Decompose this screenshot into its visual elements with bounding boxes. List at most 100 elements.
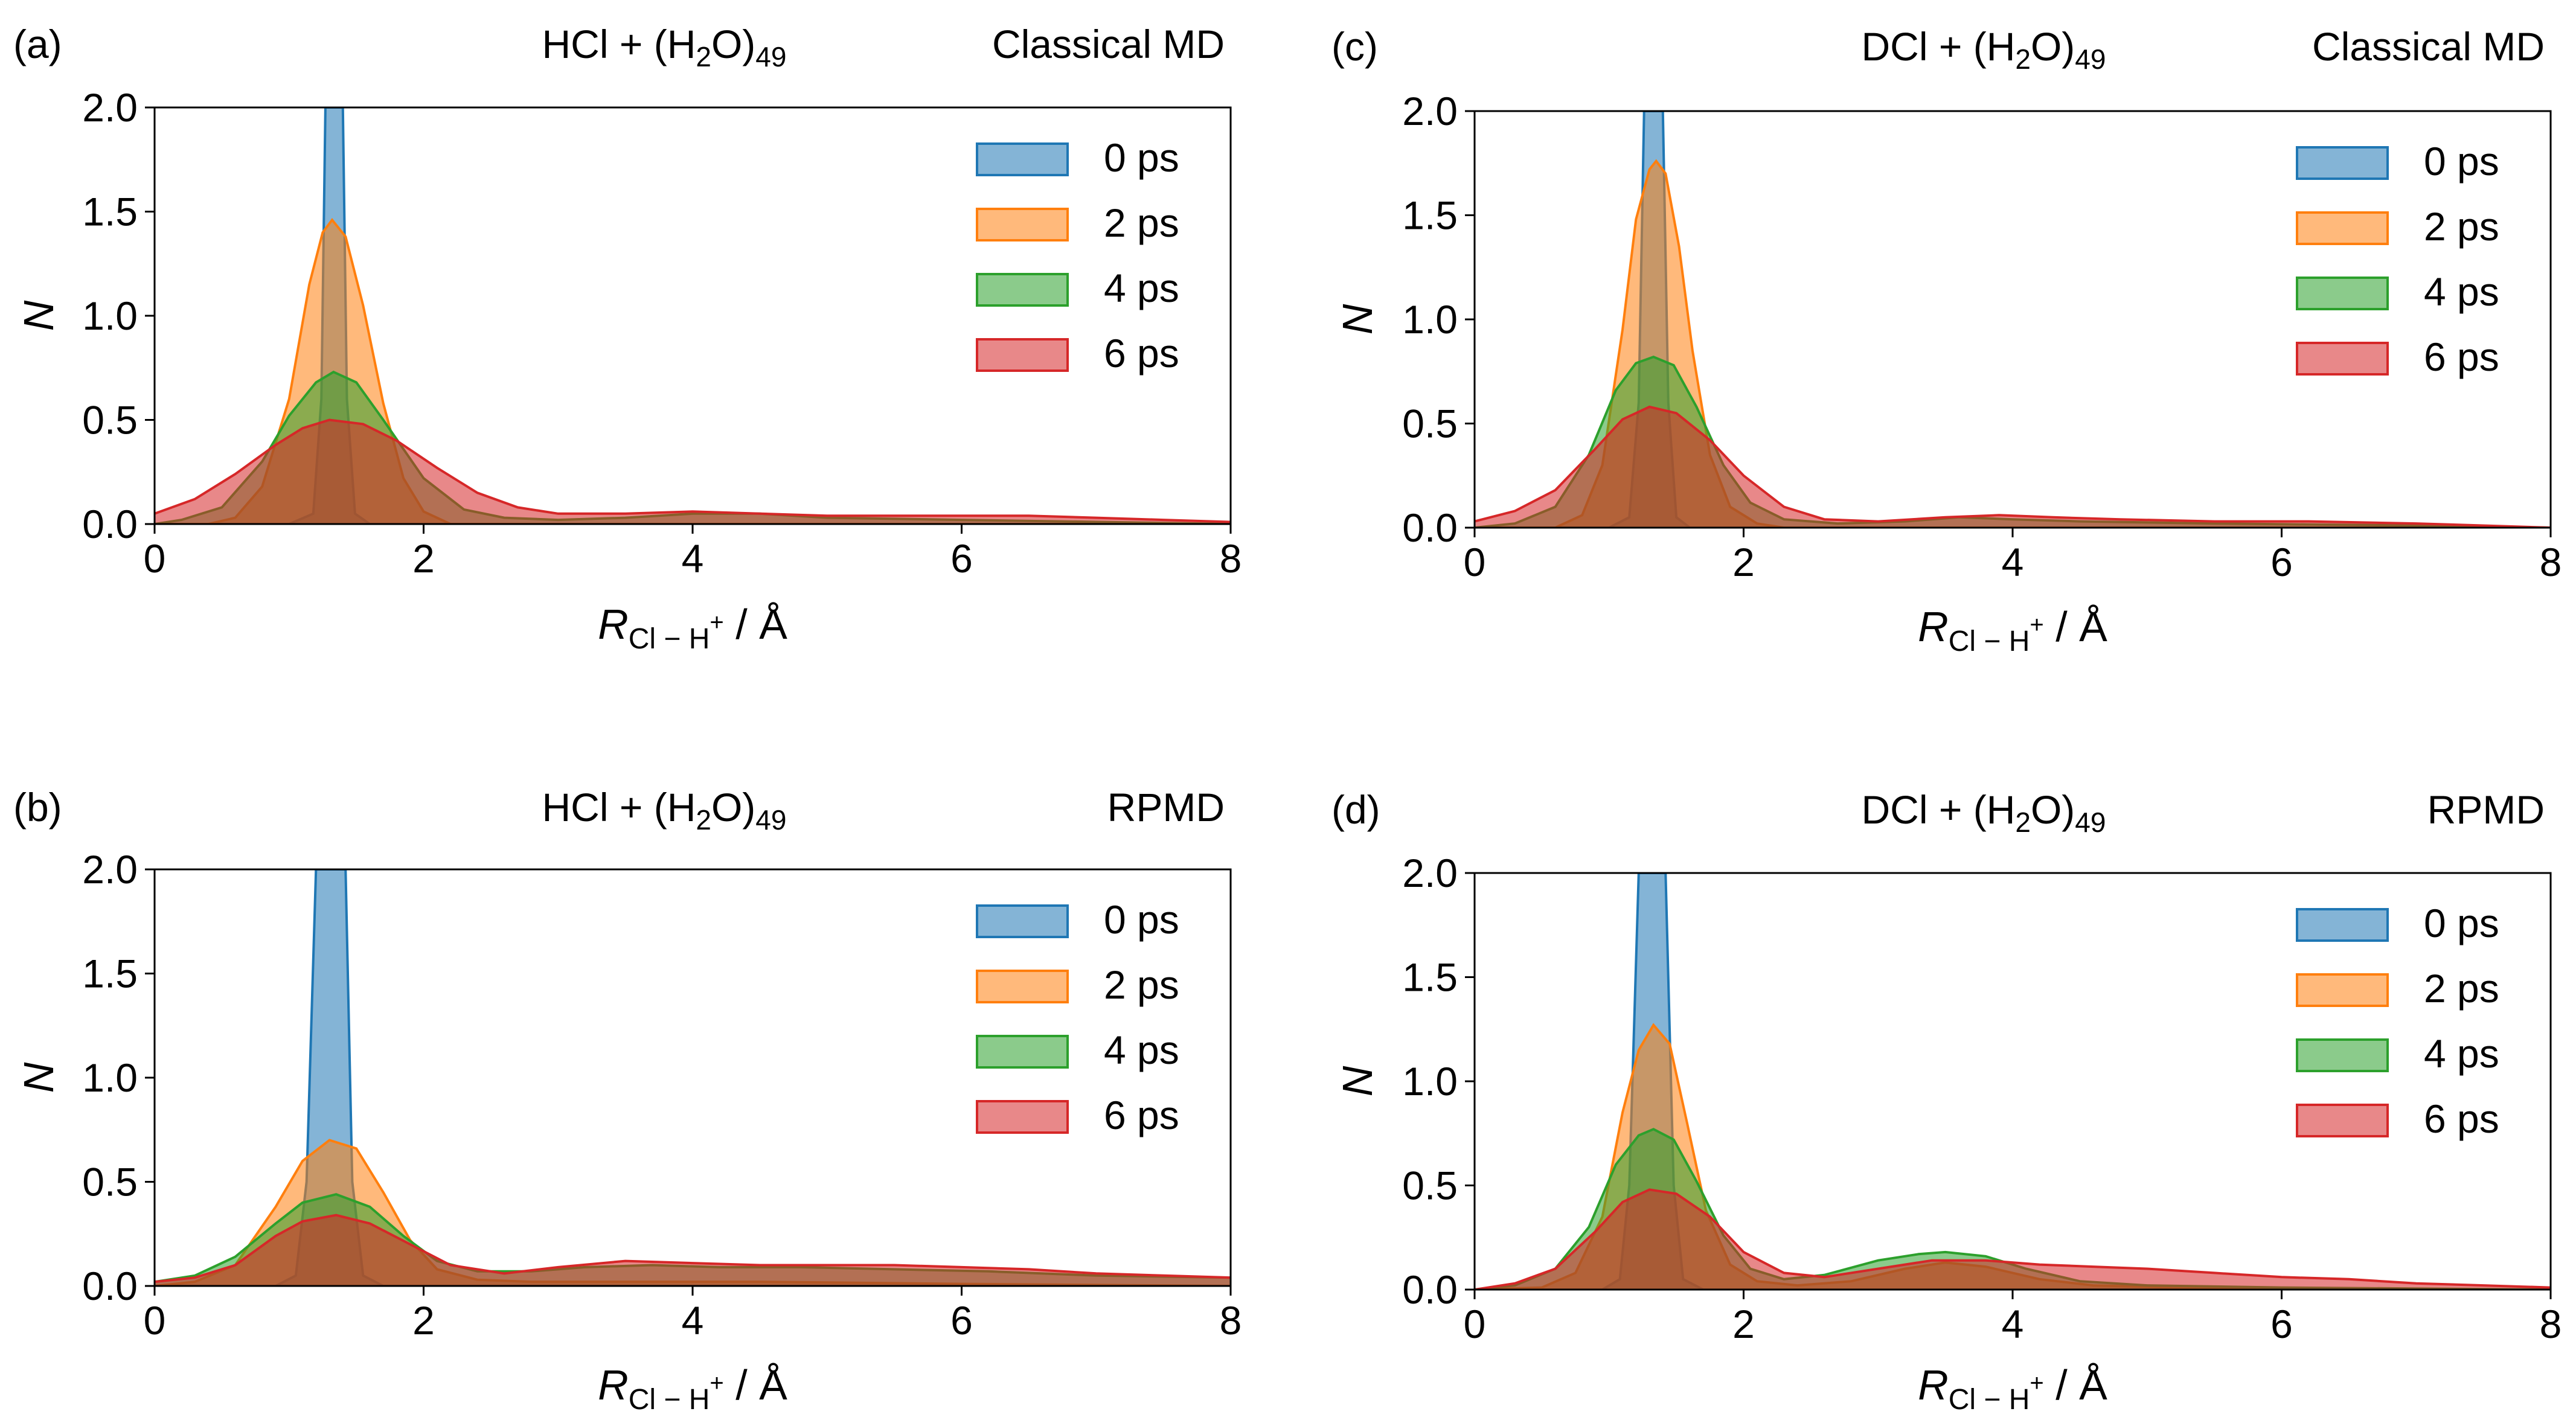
x-axis-label: RCl − H+ / Å xyxy=(1918,1361,2107,1416)
plot-area xyxy=(155,869,1231,1286)
x-tick-label: 0 xyxy=(1464,1302,1486,1346)
series-area-6ps xyxy=(155,1215,1231,1286)
legend-swatch xyxy=(976,970,1069,1003)
y-tick-label: 0.0 xyxy=(82,1264,138,1308)
x-axis-label: RCl − H+ / Å xyxy=(598,601,787,655)
y-tick-label: 1.0 xyxy=(1402,1059,1458,1104)
x-tick-label: 6 xyxy=(2270,1302,2293,1346)
method-title: RPMD xyxy=(1107,785,1225,830)
legend-item: 6 ps xyxy=(976,331,1179,376)
x-tick-label: 8 xyxy=(2540,1302,2562,1346)
legend-item: 2 ps xyxy=(2296,966,2499,1011)
plot-area xyxy=(155,107,1231,524)
y-tick-label: 0.5 xyxy=(82,398,138,443)
x-tick-label: 2 xyxy=(1732,1302,1755,1346)
legend-item: 2 ps xyxy=(976,962,1179,1007)
y-tick-label: 1.0 xyxy=(82,293,138,338)
x-axis-label: RCl − H+ / Å xyxy=(598,1361,787,1416)
legend-label: 4 ps xyxy=(2424,1031,2499,1076)
x-tick-label: 6 xyxy=(950,536,973,581)
legend-label: 6 ps xyxy=(2424,334,2499,379)
y-tick-label: 2.0 xyxy=(82,85,138,130)
x-tick-label: 4 xyxy=(2002,540,2024,584)
x-tick-label: 2 xyxy=(1732,540,1755,584)
legend-label: 6 ps xyxy=(2424,1096,2499,1141)
y-tick-label: 0.5 xyxy=(82,1160,138,1204)
legend-swatch xyxy=(2296,973,2389,1007)
legend-swatch xyxy=(976,338,1069,372)
legend-label: 4 ps xyxy=(2424,269,2499,314)
legend-swatch xyxy=(2296,211,2389,245)
x-tick-label: 8 xyxy=(2540,540,2562,584)
x-tick-label: 0 xyxy=(144,536,166,581)
legend-item: 6 ps xyxy=(2296,334,2499,379)
legend-item: 0 ps xyxy=(976,897,1179,942)
x-tick-label: 4 xyxy=(682,1298,704,1343)
legend-label: 0 ps xyxy=(2424,901,2499,945)
legend-label: 4 ps xyxy=(1104,1028,1179,1072)
legend-swatch xyxy=(2296,277,2389,310)
series-line-6ps xyxy=(155,1214,1231,1284)
legend-swatch xyxy=(976,273,1069,307)
legend-swatch xyxy=(976,1100,1069,1134)
series-area-6ps xyxy=(1475,1189,2551,1290)
panel-d: (d) DCl + (H2O)49 RPMD 0 2 4 6 8 0.0 0.5 1.0 1.5… xyxy=(1331,787,2562,1416)
y-axis-label: N xyxy=(15,1062,62,1093)
legend-item: 4 ps xyxy=(2296,269,2499,314)
legend-item: 0 ps xyxy=(2296,139,2499,184)
system-title: DCl + (H2O)49 xyxy=(1862,24,2106,75)
legend-swatch xyxy=(2296,908,2389,942)
y-tick-label: 1.0 xyxy=(82,1055,138,1100)
x-tick-label: 2 xyxy=(412,536,435,581)
legend-label: 2 ps xyxy=(2424,966,2499,1011)
panel-label: (a) xyxy=(13,22,62,66)
method-title: RPMD xyxy=(2427,787,2545,832)
system-title: HCl + (H2O)49 xyxy=(542,785,787,836)
legend-label: 6 ps xyxy=(1104,1093,1179,1137)
series-line-6ps xyxy=(155,418,1231,523)
legend-label: 4 ps xyxy=(1104,266,1179,310)
legend-label: 0 ps xyxy=(1104,135,1179,180)
legend-label: 2 ps xyxy=(1104,962,1179,1007)
y-tick-label: 2.0 xyxy=(1402,89,1458,133)
y-axis-label: N xyxy=(1334,1066,1381,1096)
x-tick-label: 8 xyxy=(1220,1298,1242,1343)
legend-swatch xyxy=(2296,1104,2389,1137)
legend-swatch xyxy=(976,208,1069,241)
legend-item: 2 ps xyxy=(2296,204,2499,249)
x-tick-label: 2 xyxy=(412,1298,435,1343)
legend-item: 4 ps xyxy=(976,266,1179,310)
series-area-6ps xyxy=(1475,406,2551,528)
legend-label: 6 ps xyxy=(1104,331,1179,376)
panel-label: (d) xyxy=(1331,787,1380,832)
x-tick-label: 4 xyxy=(682,536,704,581)
x-tick-label: 6 xyxy=(950,1298,973,1343)
legend-item: 0 ps xyxy=(2296,901,2499,945)
legend-item: 4 ps xyxy=(2296,1031,2499,1076)
panel-b: (b) HCl + (H2O)49 RPMD 0 2 4 6 8 0.0 0.5 1.0 1.5… xyxy=(13,785,1242,1416)
legend-swatch xyxy=(2296,1038,2389,1072)
legend-swatch xyxy=(2296,342,2389,376)
system-title: HCl + (H2O)49 xyxy=(542,22,787,72)
x-axis-label: RCl − H+ / Å xyxy=(1918,603,2107,657)
legend-label: 0 ps xyxy=(2424,139,2499,184)
legend-swatch xyxy=(2296,146,2389,180)
y-tick-label: 0.5 xyxy=(1402,1163,1458,1208)
y-axis-label: N xyxy=(15,300,62,331)
system-title: DCl + (H2O)49 xyxy=(1862,787,2106,838)
legend-swatch xyxy=(976,142,1069,176)
x-tick-label: 6 xyxy=(2270,540,2293,584)
series-area-6ps xyxy=(155,420,1231,524)
panel-a: (a) HCl + (H2O)49 Classical MD 0 2 4 6 8 0.0 0… xyxy=(13,22,1242,655)
x-tick-label: 0 xyxy=(144,1298,166,1343)
x-tick-label: 0 xyxy=(1464,540,1486,584)
legend-item: 4 ps xyxy=(976,1028,1179,1072)
legend-item: 6 ps xyxy=(976,1093,1179,1137)
y-tick-label: 2.0 xyxy=(82,847,138,892)
y-tick-label: 0.0 xyxy=(1402,1267,1458,1312)
panel-c: (c) DCl + (H2O)49 Classical MD 0 2 4 6 8 0.0 0… xyxy=(1331,24,2562,657)
y-tick-label: 1.5 xyxy=(82,190,138,234)
legend-label: 2 ps xyxy=(2424,204,2499,249)
y-tick-label: 0.0 xyxy=(82,502,138,546)
